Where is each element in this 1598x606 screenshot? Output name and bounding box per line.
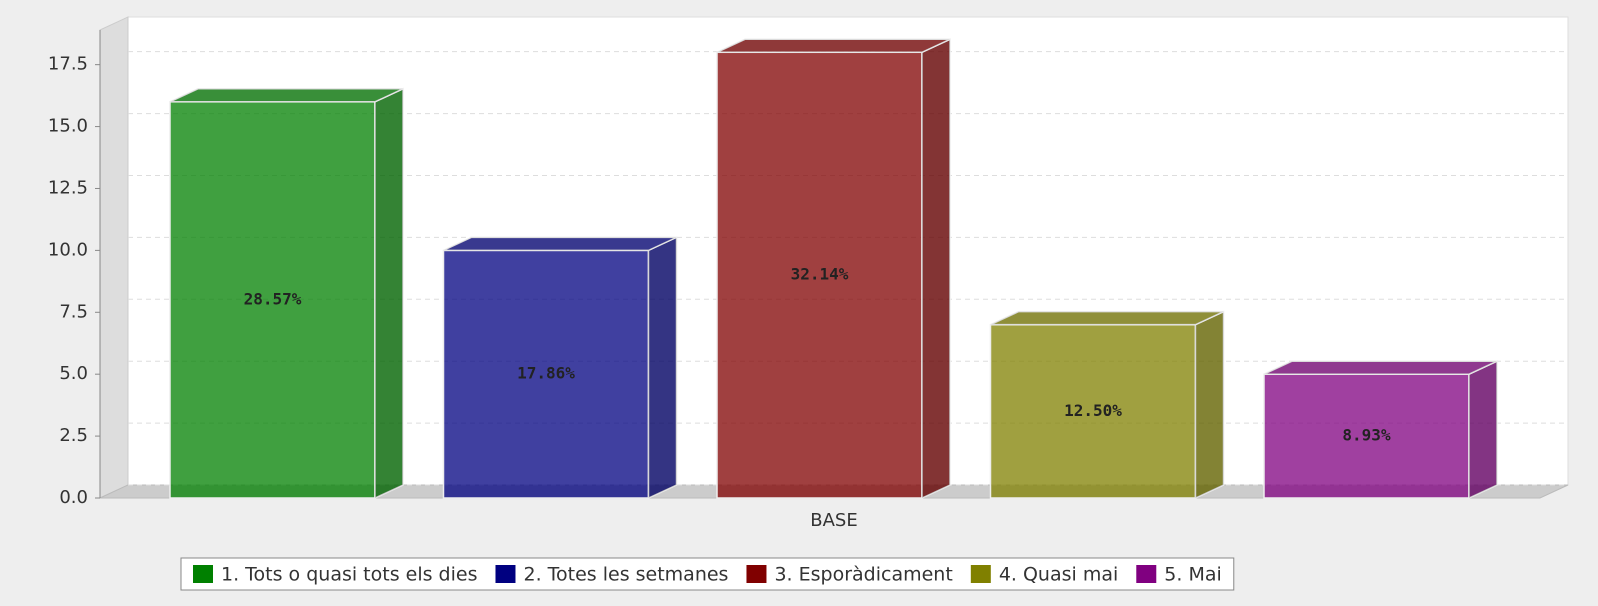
legend <box>180 557 1235 591</box>
bar <box>989 323 1197 499</box>
value-label: 12.50% <box>1064 401 1122 420</box>
legend-swatch <box>495 565 516 583</box>
legend-label: 2. Totes les setmanes <box>523 564 728 586</box>
legend-label: 4. Quasi mai <box>999 564 1118 586</box>
legend-swatch <box>1136 565 1157 583</box>
bar-top-shade <box>443 237 677 251</box>
left-wall <box>99 16 129 499</box>
bar-top-shade <box>1264 361 1497 375</box>
bar <box>716 51 923 499</box>
legend-swatch <box>746 565 767 583</box>
y-tick-label: 12.5 <box>48 177 88 198</box>
bar-side-shade <box>1195 311 1224 498</box>
bar <box>1263 373 1470 499</box>
bar-top-shade <box>990 311 1224 325</box>
legend-label: 1. Tots o quasi tots els dies <box>221 564 477 586</box>
y-tick-label: 15.0 <box>48 116 88 137</box>
legend-label: 5. Mai <box>1164 564 1221 586</box>
bar-top <box>716 38 951 54</box>
bar-top <box>1263 360 1498 375</box>
y-tick-label: 2.5 <box>59 425 88 446</box>
y-tick-label: 0.0 <box>59 487 88 508</box>
value-label: 8.93% <box>1342 426 1391 445</box>
y-tick-label: 7.5 <box>59 301 88 322</box>
bar-side-shade <box>648 237 677 498</box>
y-tick-label: 5.0 <box>59 363 88 384</box>
bar-side-shade <box>1469 361 1497 498</box>
bar-top <box>169 88 404 103</box>
bar-top <box>443 236 677 252</box>
value-label: 32.14% <box>791 265 849 284</box>
bar <box>169 101 376 499</box>
legend-swatch <box>193 565 213 583</box>
bar-side-shade <box>922 39 950 499</box>
x-tick-label: BASE <box>810 510 857 531</box>
bar-top <box>990 310 1224 326</box>
value-label: 17.86% <box>517 364 575 383</box>
bar-side-shade <box>375 88 403 499</box>
value-label: 28.57% <box>244 289 302 308</box>
legend-label: 3. Esporàdicament <box>774 564 952 586</box>
y-tick-label: 10.0 <box>48 239 88 260</box>
y-tick-label: 17.5 <box>48 54 88 75</box>
bar-top-shade <box>170 88 403 102</box>
legend-swatch <box>970 565 991 583</box>
bar-top-shade <box>717 39 950 53</box>
